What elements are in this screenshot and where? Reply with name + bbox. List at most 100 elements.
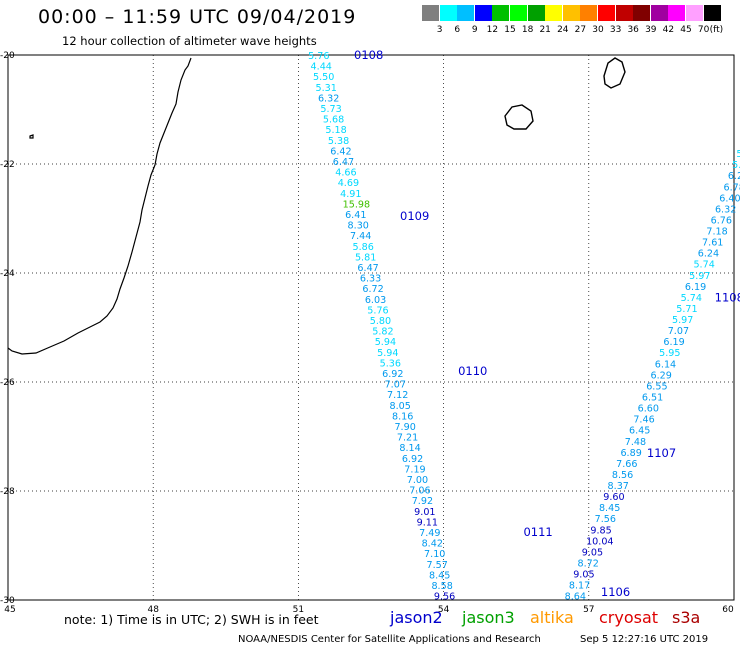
wave-height-value: 5.97 [689,271,710,282]
wave-height-value: 6.45 [629,426,650,437]
wave-height-value: 6.14 [655,359,676,370]
wave-height-value: 7.57 [427,560,448,571]
wave-height-value: 6.51 [642,392,663,403]
wave-height-value: 5.81 [355,252,376,263]
footer-credit: NOAA/NESDIS Center for Satellite Applica… [238,634,541,645]
scale-tick-label: 9 [471,25,478,35]
madagascar-coastline [7,57,192,355]
wave-height-value: 6.89 [620,448,641,459]
wave-height-value: 5.76 [367,305,388,316]
wave-height-value: 10.04 [586,536,613,547]
wave-height-value: 5.31 [315,83,336,94]
scale-tick-label: 6 [454,25,461,35]
wave-height-value: 8.72 [577,558,598,569]
legend-altika: altika [530,608,574,627]
wave-height-value: 6.78 [724,182,740,193]
wave-height-value: 8.42 [422,539,443,550]
note-text: note: 1) Time is in UTC; 2) SWH is in fe… [64,612,319,627]
wave-height-value: 6.42 [330,146,351,157]
scale-tick-label: 27 [574,25,587,35]
pass-number-label: 0108 [354,48,383,62]
wave-height-value: 9.01 [414,507,435,518]
wave-height-value: 7.00 [407,475,428,486]
wave-height-value: 7.07 [385,380,406,391]
wave-height-value: 5.50 [313,72,334,83]
scale-swatch [686,5,703,21]
wave-height-value: 5. [736,149,740,160]
reunion-island [504,104,534,130]
pass-number-label: 1108 [715,291,740,305]
lon-tick-label: 45 [4,605,15,615]
scale-tick-label: 42 [662,25,675,35]
wave-height-value: 7.12 [387,390,408,401]
wave-height-value: 6.92 [402,454,423,465]
wave-height-value: 6.29 [651,370,672,381]
wave-height-value: 7.56 [595,514,616,525]
scale-swatch [527,5,545,21]
scale-tick-label: 33 [609,25,622,35]
scale-swatch [650,5,668,21]
wave-height-value: 5.68 [323,115,344,126]
wave-height-value: 6.19 [663,337,684,348]
wave-height-value: 7.06 [409,486,430,497]
lat-tick-label: -28 [0,487,15,497]
scale-tick-label: 15 [504,25,516,35]
lat-tick-label: -20 [0,51,15,61]
wave-height-value: 5.86 [352,242,373,253]
wave-height-value: 6.41 [345,210,366,221]
wave-height-value: 5. [732,160,740,171]
scale-tick-label: 36 [627,25,639,35]
wave-height-value: 5.95 [659,348,680,359]
scale-tick-label: 30 [592,25,604,35]
legend-cryosat: cryosat [599,608,659,627]
scale-tick-label: 39 [645,25,657,35]
wave-height-value: 6.92 [382,369,403,380]
wave-height-value: 9.60 [603,492,624,503]
wave-height-value: 7.61 [702,238,723,249]
wave-height-value: 6.33 [360,274,381,285]
wave-height-value: 8.64 [565,592,586,603]
scale-swatch [474,5,492,21]
chart-title: 00:00 – 11:59 UTC 09/04/2019 [38,6,357,28]
wave-height-value: 6.32 [715,204,736,215]
scale-swatch [598,5,615,21]
wave-height-value: 15.98 [343,199,370,210]
wave-height-value: 6.40 [719,193,740,204]
small-island [29,134,34,139]
wave-height-value: 6.03 [365,295,386,306]
wave-height-value: 9.05 [582,547,603,558]
pass-labels: 0108 0109 0110 0111 1106 1107 1108 [354,48,740,599]
lat-tick-label: -30 [0,596,15,606]
wave-height-value: 4.44 [311,62,332,73]
legend-jason2: jason2 [390,608,443,627]
wave-height-value: 6.24 [698,249,719,260]
wave-height-value: 5.76 [308,51,329,62]
wave-height-value: 5.73 [320,104,341,115]
lon-tick-label: 57 [583,605,594,615]
wave-height-value: 4.69 [338,178,359,189]
wave-height-value: 6.32 [318,93,339,104]
scale-swatch [545,5,563,21]
wave-height-value: 5.74 [693,260,714,271]
scale-swatch [562,5,580,21]
lat-tick-label: -22 [0,160,15,170]
wave-height-value: 6.47 [333,157,354,168]
wave-height-tracks: 5.764.445.505.316.325.735.685.185.386.42… [308,51,740,603]
scale-tick-label: 12 [486,25,499,35]
scale-swatch [457,5,475,21]
wave-height-value: 9.85 [590,525,611,536]
scale-swatch [580,5,598,21]
wave-height-value: 5.80 [370,316,391,327]
wave-height-value: 7.48 [625,437,646,448]
scale-swatch [668,5,686,21]
wave-height-value: 7.19 [404,464,425,475]
wave-height-value: 8.37 [608,481,629,492]
mauritius-island [603,57,626,89]
chart-subtitle: 12 hour collection of altimeter wave hei… [62,34,317,48]
wave-height-value: 5.71 [676,304,697,315]
wave-height-value: 5.97 [672,315,693,326]
scale-tick-label: 3 [436,25,443,35]
scale-swatch [422,5,439,21]
wave-height-value: 5.38 [328,136,349,147]
